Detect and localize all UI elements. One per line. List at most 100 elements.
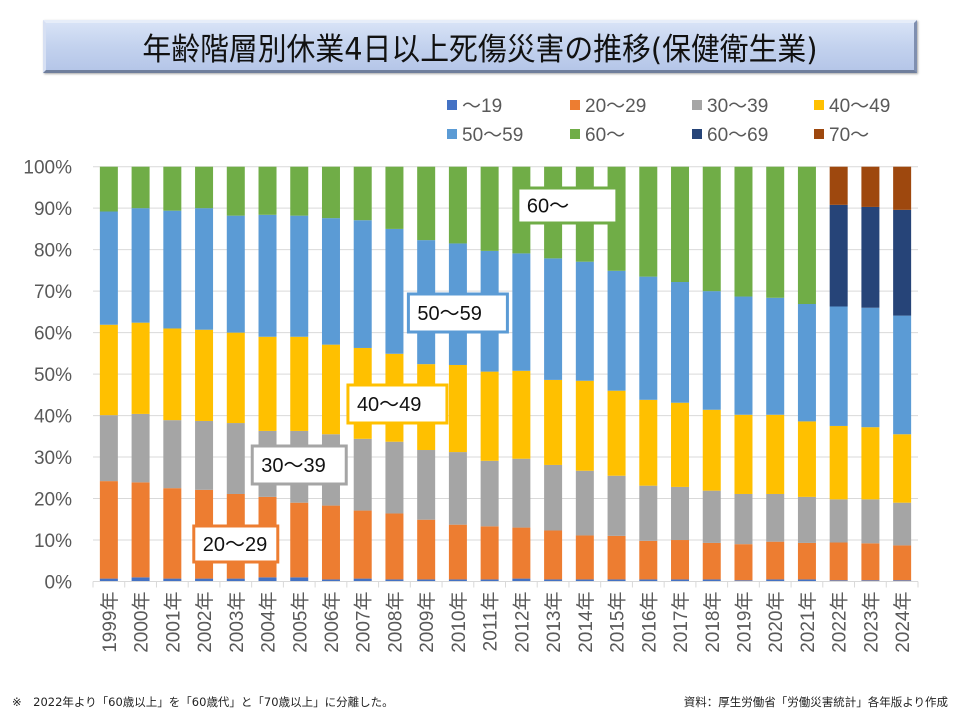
bar-segment	[575, 535, 594, 580]
bar-segment	[861, 427, 880, 500]
bar-segment	[163, 166, 182, 211]
bar-segment	[829, 425, 848, 500]
legend-label: 〜19	[462, 96, 502, 117]
bar-segment	[417, 519, 436, 580]
bar-segment	[861, 166, 880, 207]
bar-segment	[829, 306, 848, 426]
bar-segment	[575, 380, 594, 471]
bar-segment	[797, 496, 816, 543]
bar-segment	[512, 527, 531, 579]
x-tick-label: 2012年	[511, 592, 533, 653]
x-tick-label: 2002年	[194, 592, 216, 653]
bar-segment	[258, 577, 277, 582]
x-tick-label: 2023年	[860, 592, 882, 653]
annotation-box	[192, 524, 280, 564]
bar-segment	[99, 415, 118, 482]
bar-segment	[766, 493, 785, 542]
legend-label: 60〜	[585, 125, 625, 146]
bar-segment	[766, 166, 785, 298]
x-tick-label: 2021年	[797, 592, 819, 653]
bar-segment	[417, 579, 436, 582]
bar-segment	[893, 166, 912, 210]
bar-segment	[702, 166, 721, 292]
legend-swatch	[692, 100, 702, 110]
legend-swatch	[814, 100, 824, 110]
bar-segment	[797, 303, 816, 422]
annotation-text: 50〜59	[417, 303, 482, 325]
bar-segment	[671, 166, 690, 283]
bar-segment	[448, 166, 467, 244]
bar-segment	[639, 276, 658, 400]
bar-segment	[671, 579, 690, 582]
y-tick-label: 70%	[34, 282, 72, 303]
bar-segment	[258, 214, 277, 337]
legend-item: 20〜29	[570, 96, 646, 117]
x-tick-label: 2005年	[289, 592, 311, 653]
y-tick-label: 20%	[34, 490, 72, 511]
bar-segment	[671, 282, 690, 403]
legend-label: 40〜49	[829, 96, 890, 117]
legend-label: 50〜59	[462, 125, 523, 146]
bar-segment	[99, 481, 118, 579]
bar-segment	[195, 329, 214, 421]
x-tick-label: 2016年	[638, 592, 660, 653]
annotation-label: 20〜29	[192, 524, 280, 564]
bar-segment	[544, 530, 563, 580]
legend-item: 50〜59	[447, 125, 523, 146]
bar-segment	[893, 434, 912, 503]
bar-segment	[163, 328, 182, 421]
bar-segment	[544, 258, 563, 380]
bar-segment	[353, 166, 372, 221]
bar-segment	[734, 414, 753, 494]
bar-segment	[195, 578, 214, 582]
bar-segment	[639, 485, 658, 541]
bar-segment	[385, 228, 404, 354]
x-tick-label: 2022年	[829, 592, 851, 653]
bar-segment	[321, 344, 340, 435]
x-tick-label: 2019年	[733, 592, 755, 653]
bar-segment	[258, 166, 277, 215]
bar-segment	[829, 166, 848, 205]
legend-item: 60〜	[570, 125, 625, 146]
x-tick-label: 2000年	[131, 592, 153, 653]
annotation-box	[516, 186, 619, 225]
legend: 〜19 20〜29 30〜39 40〜49 50〜59 60〜 60〜69 70〜	[447, 96, 890, 146]
x-tick-label: 2015年	[607, 592, 629, 653]
bar-segment	[290, 577, 309, 582]
annotation-text: 60〜	[527, 196, 569, 218]
annotation-label: 50〜59	[406, 292, 509, 334]
annotation-label: 60〜	[516, 186, 619, 225]
bar-segment	[226, 166, 245, 216]
annotation-text: 30〜39	[261, 455, 326, 477]
bar-segment	[861, 307, 880, 428]
x-axis-ticks: 1999年 2000年 2001年 2002年 2003年 2004年 2005年 2006年…	[99, 592, 914, 653]
annotation-text: 20〜29	[203, 534, 267, 556]
bar-segment	[861, 543, 880, 581]
y-axis-ticks: 0% 10% 20% 30% 40% 50% 60% 70% 80% 90% 100%	[23, 158, 72, 594]
annotations: 60〜 50〜59 40〜49 30〜39 20〜29	[192, 186, 619, 564]
bar-segment	[480, 579, 499, 582]
bar-segment	[226, 578, 245, 582]
bar-segment	[734, 166, 753, 297]
bar-segment	[512, 253, 531, 371]
bar-segment	[353, 578, 372, 582]
legend-item: 30〜39	[692, 96, 768, 117]
bar-segment	[385, 579, 404, 582]
bar-segment	[448, 579, 467, 582]
bar-segment	[226, 332, 245, 424]
bar-segment	[290, 166, 309, 216]
legend-item: 70〜	[814, 125, 869, 146]
bar-segment	[480, 460, 499, 527]
bar-segment	[385, 166, 404, 229]
bar-segment	[131, 577, 150, 582]
bar-segment	[702, 291, 721, 410]
bar-segment	[893, 209, 912, 316]
bar-segment	[131, 208, 150, 323]
bar-segment	[131, 322, 150, 414]
bar-segment	[766, 297, 785, 415]
bar-segment	[734, 493, 753, 545]
bar-segment	[417, 450, 436, 520]
y-tick-label: 40%	[34, 407, 72, 428]
chart-title: 年齢階層別休業4日以上死傷災害の推移(保健衛生業)	[142, 32, 818, 68]
bar-segment	[480, 166, 499, 251]
